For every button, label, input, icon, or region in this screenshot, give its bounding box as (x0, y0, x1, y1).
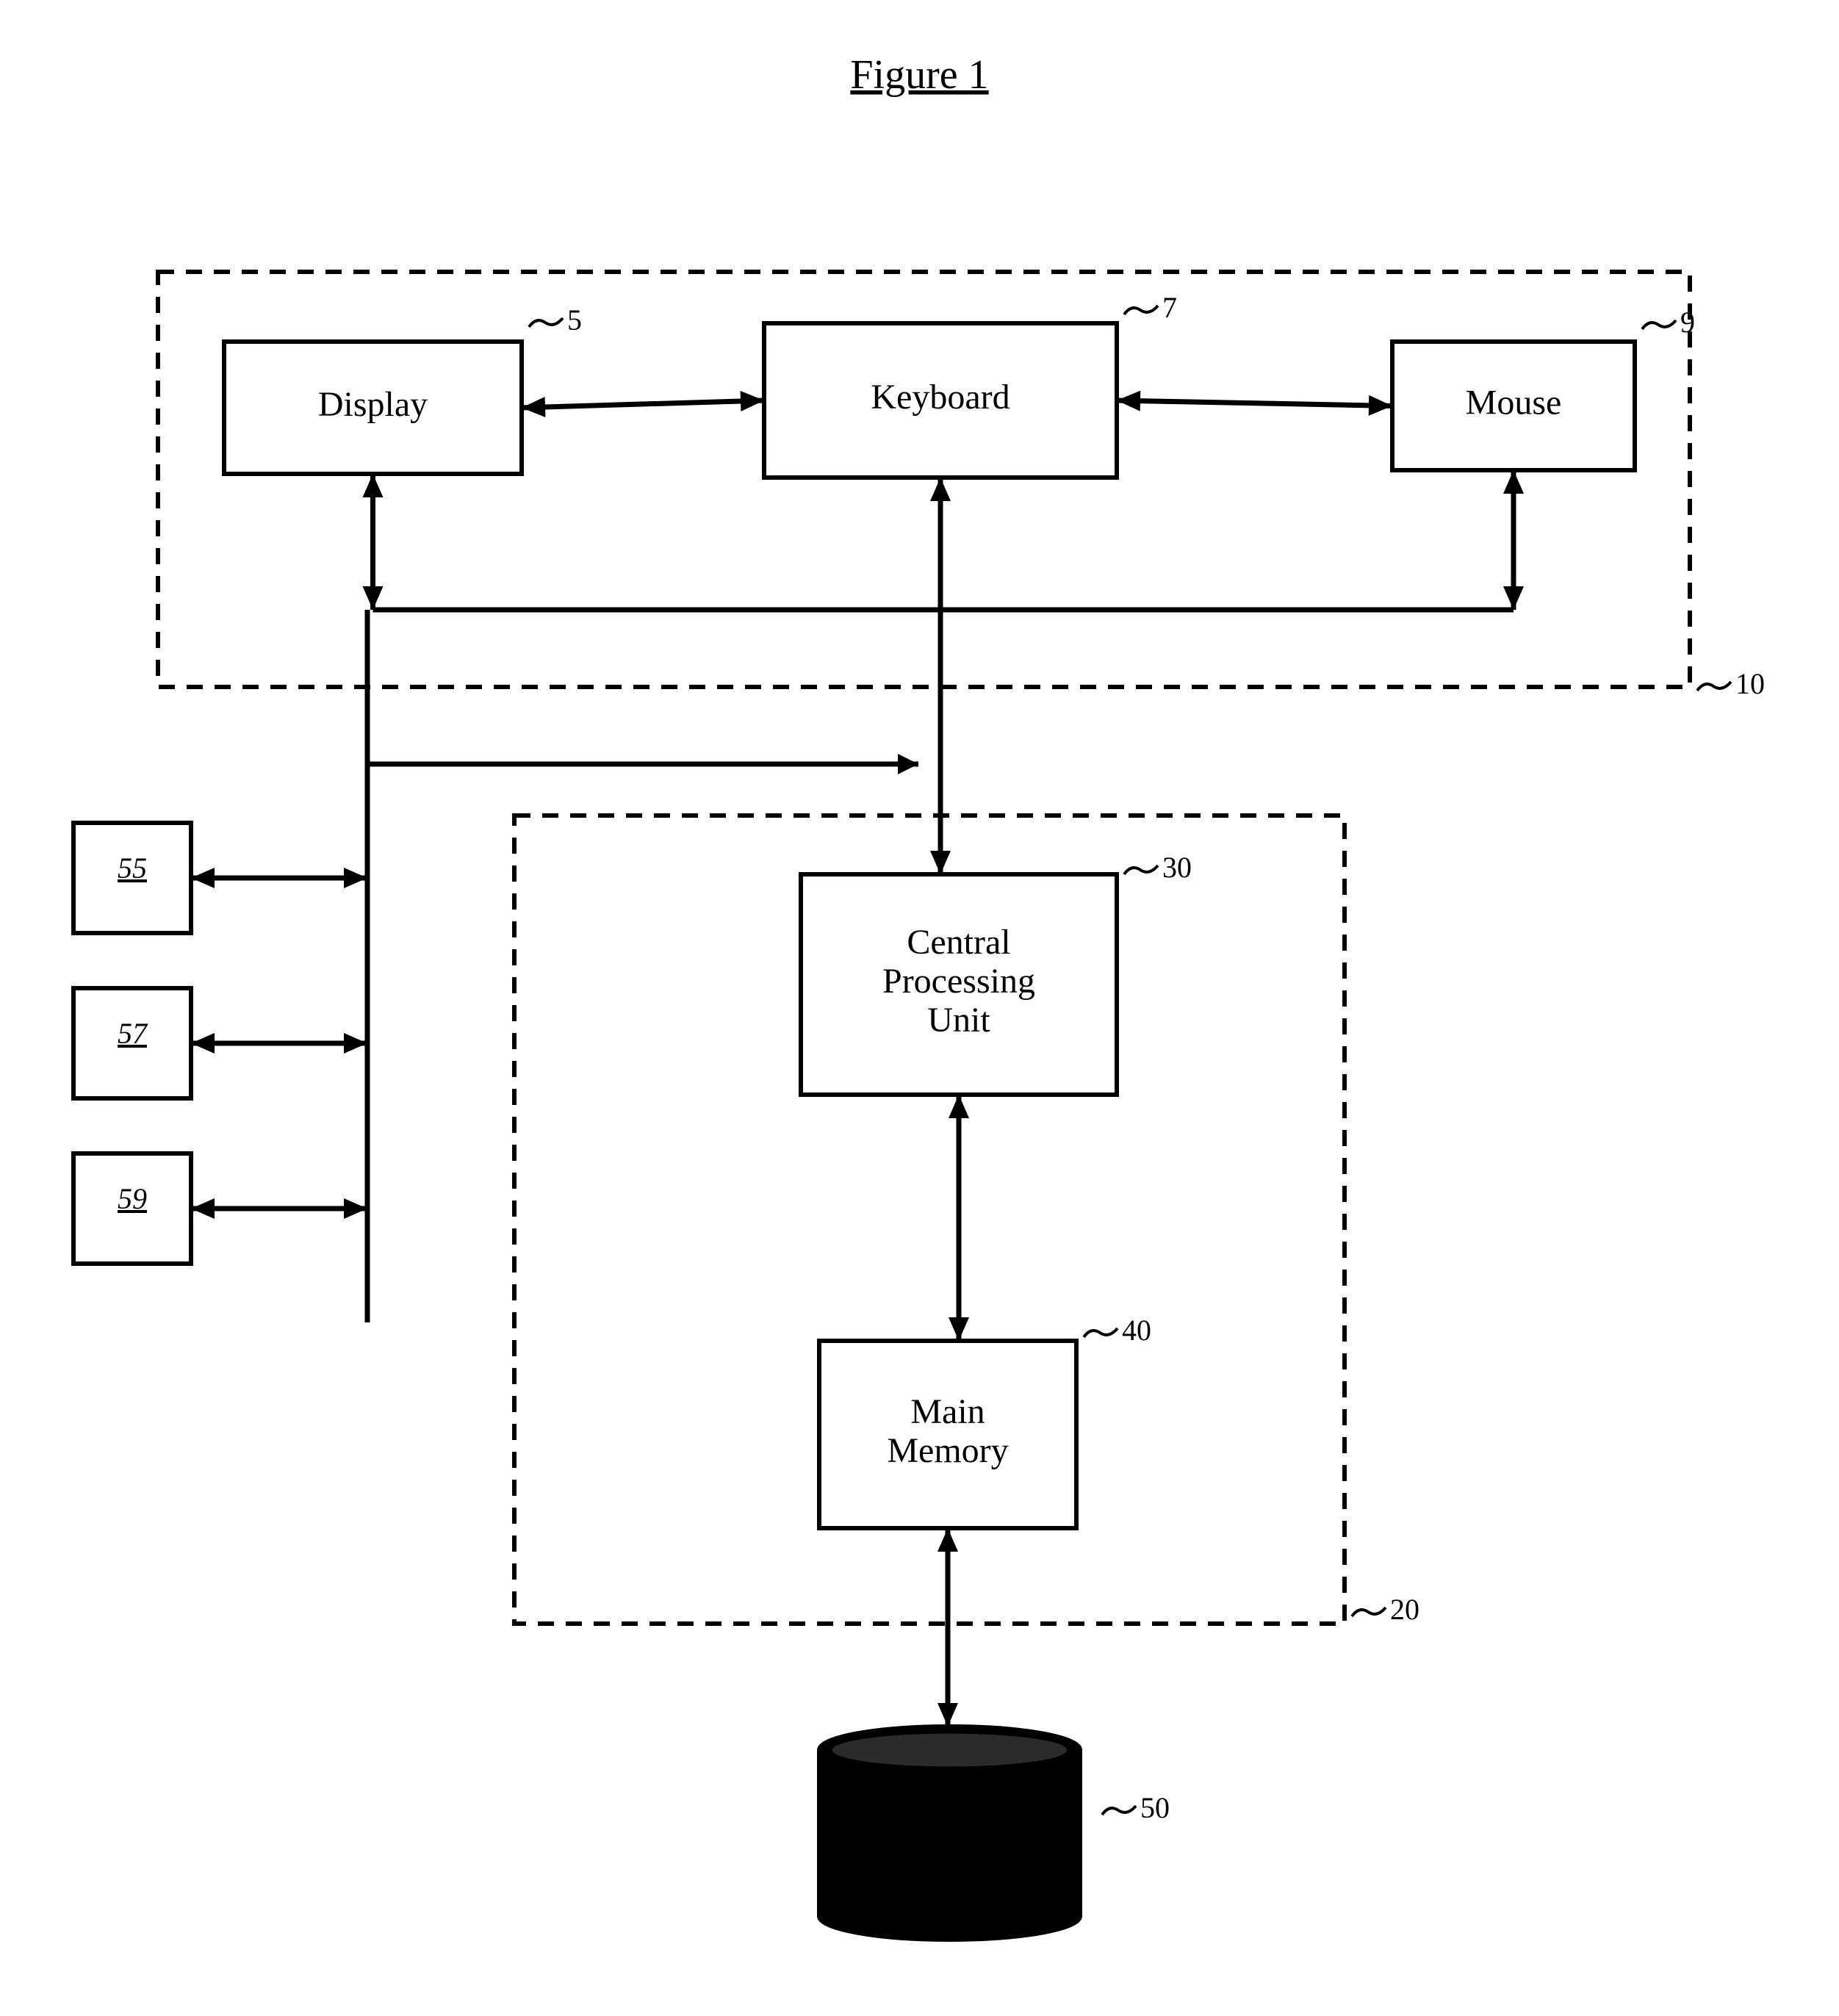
node-keyboard-label: Keyboard (871, 378, 1010, 417)
ref-9: 9 (1680, 306, 1695, 339)
ref-40: 40 (1122, 1314, 1151, 1347)
node-ext59: 59 (73, 1153, 191, 1264)
node-ext57-label: 57 (118, 1017, 148, 1050)
node-keyboard: Keyboard (764, 323, 1117, 478)
node-ext55: 55 (73, 823, 191, 933)
ref-20: 20 (1390, 1593, 1419, 1626)
node-cpu-label: Processing (882, 962, 1035, 1001)
node-mem-label: Main (910, 1392, 985, 1431)
node-ext57: 57 (73, 988, 191, 1098)
node-mem: MainMemory (819, 1341, 1076, 1528)
node-mouse: Mouse (1392, 342, 1635, 470)
ref-30: 30 (1162, 851, 1192, 884)
node-ext55-label: 55 (118, 852, 147, 885)
node-disk-label: Storage (896, 1846, 1004, 1884)
ref-50: 50 (1140, 1791, 1170, 1824)
node-ext59-label: 59 (118, 1182, 147, 1215)
node-mem-label: Memory (887, 1431, 1008, 1470)
node-cpu-label: Unit (927, 1001, 990, 1040)
node-display: Display (224, 342, 522, 474)
node-disk: DiskStorage (819, 1727, 1080, 1940)
node-display-label: Display (318, 385, 428, 424)
node-disk-label: Disk (916, 1807, 983, 1846)
figure-title: Figure 1 (850, 52, 988, 98)
node-cpu-label: Central (907, 923, 1010, 962)
node-mouse-label: Mouse (1466, 384, 1562, 422)
ref-7: 7 (1162, 291, 1177, 324)
ref-5: 5 (567, 303, 582, 336)
node-cpu: CentralProcessingUnit (801, 874, 1117, 1095)
ref-10: 10 (1735, 667, 1765, 700)
